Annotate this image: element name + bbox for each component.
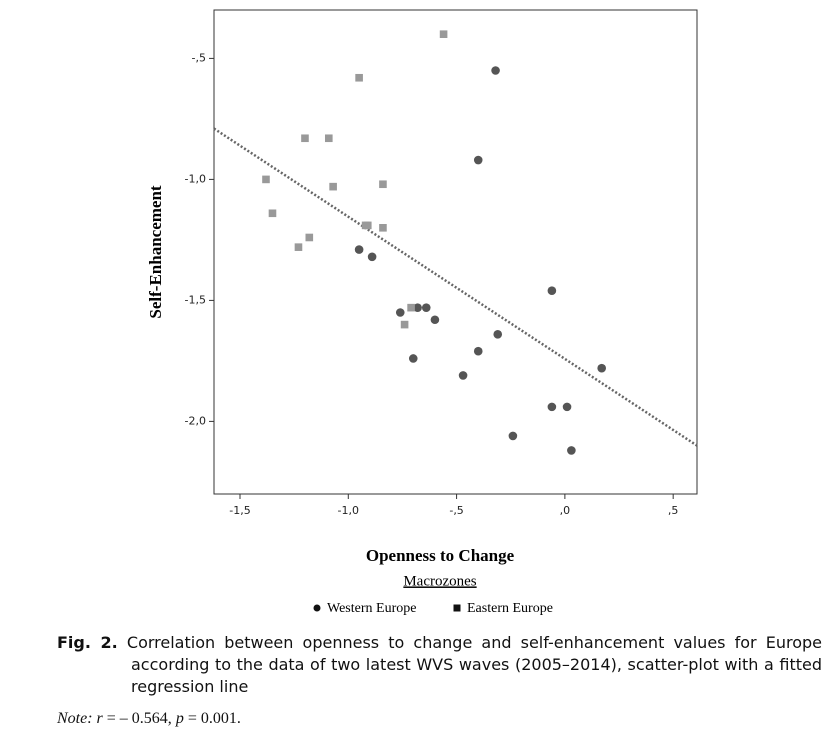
point (430, 315, 440, 325)
point (268, 209, 277, 218)
legend-label: Western Europe (327, 601, 416, 616)
point (363, 221, 372, 230)
point (458, 371, 468, 380)
note-r-text: = – 0.564, (106, 710, 172, 727)
point (597, 363, 606, 373)
point (491, 66, 500, 75)
point (493, 329, 503, 339)
point (473, 155, 483, 165)
point (439, 30, 448, 38)
x-tick-label: -,5 (449, 504, 463, 517)
point (367, 252, 377, 262)
caption-label: Fig. 2. (57, 633, 118, 652)
note-r: r (96, 710, 103, 727)
note-p: p (175, 710, 184, 727)
point (329, 182, 337, 191)
chart: Self-Enhancement Openness to Change Macr… (146, 9, 698, 616)
point (400, 320, 409, 329)
y-tick-label: -1,5 (185, 293, 206, 306)
point (355, 73, 363, 82)
y-tick-label: -2,0 (185, 414, 206, 427)
point (301, 134, 309, 143)
point (395, 308, 405, 317)
point (547, 286, 557, 296)
point (547, 402, 557, 412)
regression-line (213, 127, 698, 447)
legend: Western Europe Eastern Europe (313, 601, 553, 616)
point (379, 180, 387, 189)
note: Note: r = – 0.564, p = 0.001. (57, 710, 241, 728)
x-tick-label: -1,0 (338, 504, 359, 517)
legend-marker (453, 604, 461, 612)
point (413, 303, 422, 312)
point (473, 346, 483, 356)
point (562, 402, 572, 412)
y-axis-title: Self-Enhancement (146, 185, 165, 319)
point (294, 243, 303, 251)
point (379, 224, 387, 232)
point (508, 431, 518, 441)
point (262, 175, 270, 184)
plot-frame (213, 9, 698, 495)
point (407, 303, 415, 312)
point (305, 233, 314, 242)
point (408, 354, 418, 363)
legend-title: Macrozones (403, 573, 476, 589)
point (324, 134, 333, 143)
note-label: Note: (57, 710, 93, 727)
x-tick-label: -1,5 (229, 504, 250, 517)
x-tick-label: ,0 (560, 504, 571, 517)
x-axis-title: Openness to Change (366, 546, 515, 565)
legend-marker (313, 604, 321, 612)
caption: Fig. 2. Correlation between openness to … (57, 632, 822, 698)
point (354, 245, 364, 254)
point (567, 446, 576, 455)
note-p-text: = 0.001. (187, 710, 241, 727)
y-tick-label: -,5 (192, 51, 206, 64)
y-tick-label: -1,0 (185, 172, 206, 185)
x-tick-label: ,5 (668, 504, 679, 517)
point (421, 303, 431, 312)
caption-text: Correlation between openness to change a… (126, 633, 822, 696)
legend-label: Eastern Europe (467, 601, 553, 616)
